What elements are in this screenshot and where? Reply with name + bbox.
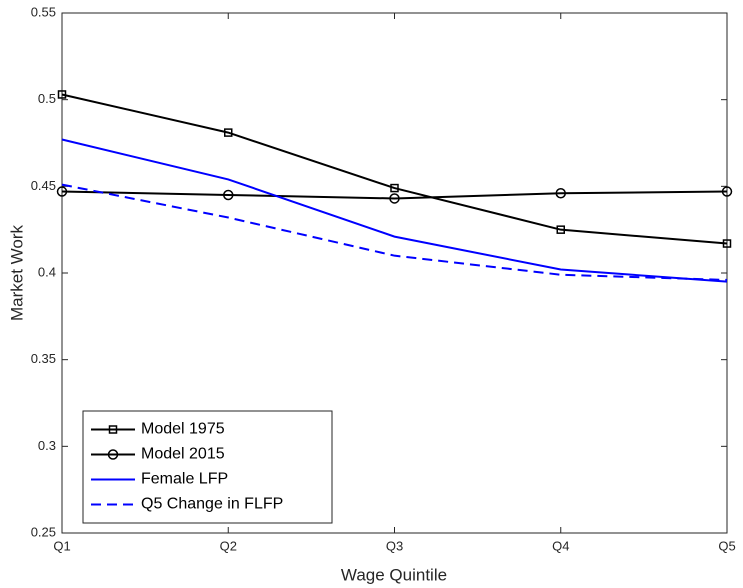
marker [722,239,732,248]
series-line [61,190,728,200]
marker [390,183,399,193]
marker [389,193,400,204]
series-line [61,138,728,283]
series-line [61,93,728,245]
y-axis-label: Market Work [7,224,26,321]
x-tick-label: Q2 [220,538,237,553]
marker [721,186,733,197]
y-tick-label: 0.45 [31,178,56,193]
y-tick-label: 0.5 [38,91,56,106]
legend-label: Model 1975 [141,421,225,438]
legend-label: Female LFP [141,471,228,488]
y-tick-label: 0.4 [38,264,56,279]
y-tick-label: 0.25 [31,524,56,539]
legend-label: Model 2015 [141,446,225,463]
marker [223,189,234,201]
x-axis-label: Wage Quintile [341,565,447,584]
marker [556,225,565,234]
y-tick-label: 0.55 [31,4,56,19]
x-tick-label: Q4 [552,538,569,553]
y-tick-label: 0.35 [31,351,56,366]
marker [57,90,67,99]
marker [224,128,233,137]
series-line [61,183,728,281]
legend-label: Q5 Change in FLFP [141,496,283,513]
marker [107,449,119,460]
marker [555,188,566,199]
marker [56,186,68,197]
marker [108,425,118,434]
y-tick-label: 0.3 [38,438,56,453]
x-tick-label: Q5 [718,538,735,553]
x-tick-label: Q3 [386,538,403,553]
x-tick-label: Q1 [53,538,70,553]
